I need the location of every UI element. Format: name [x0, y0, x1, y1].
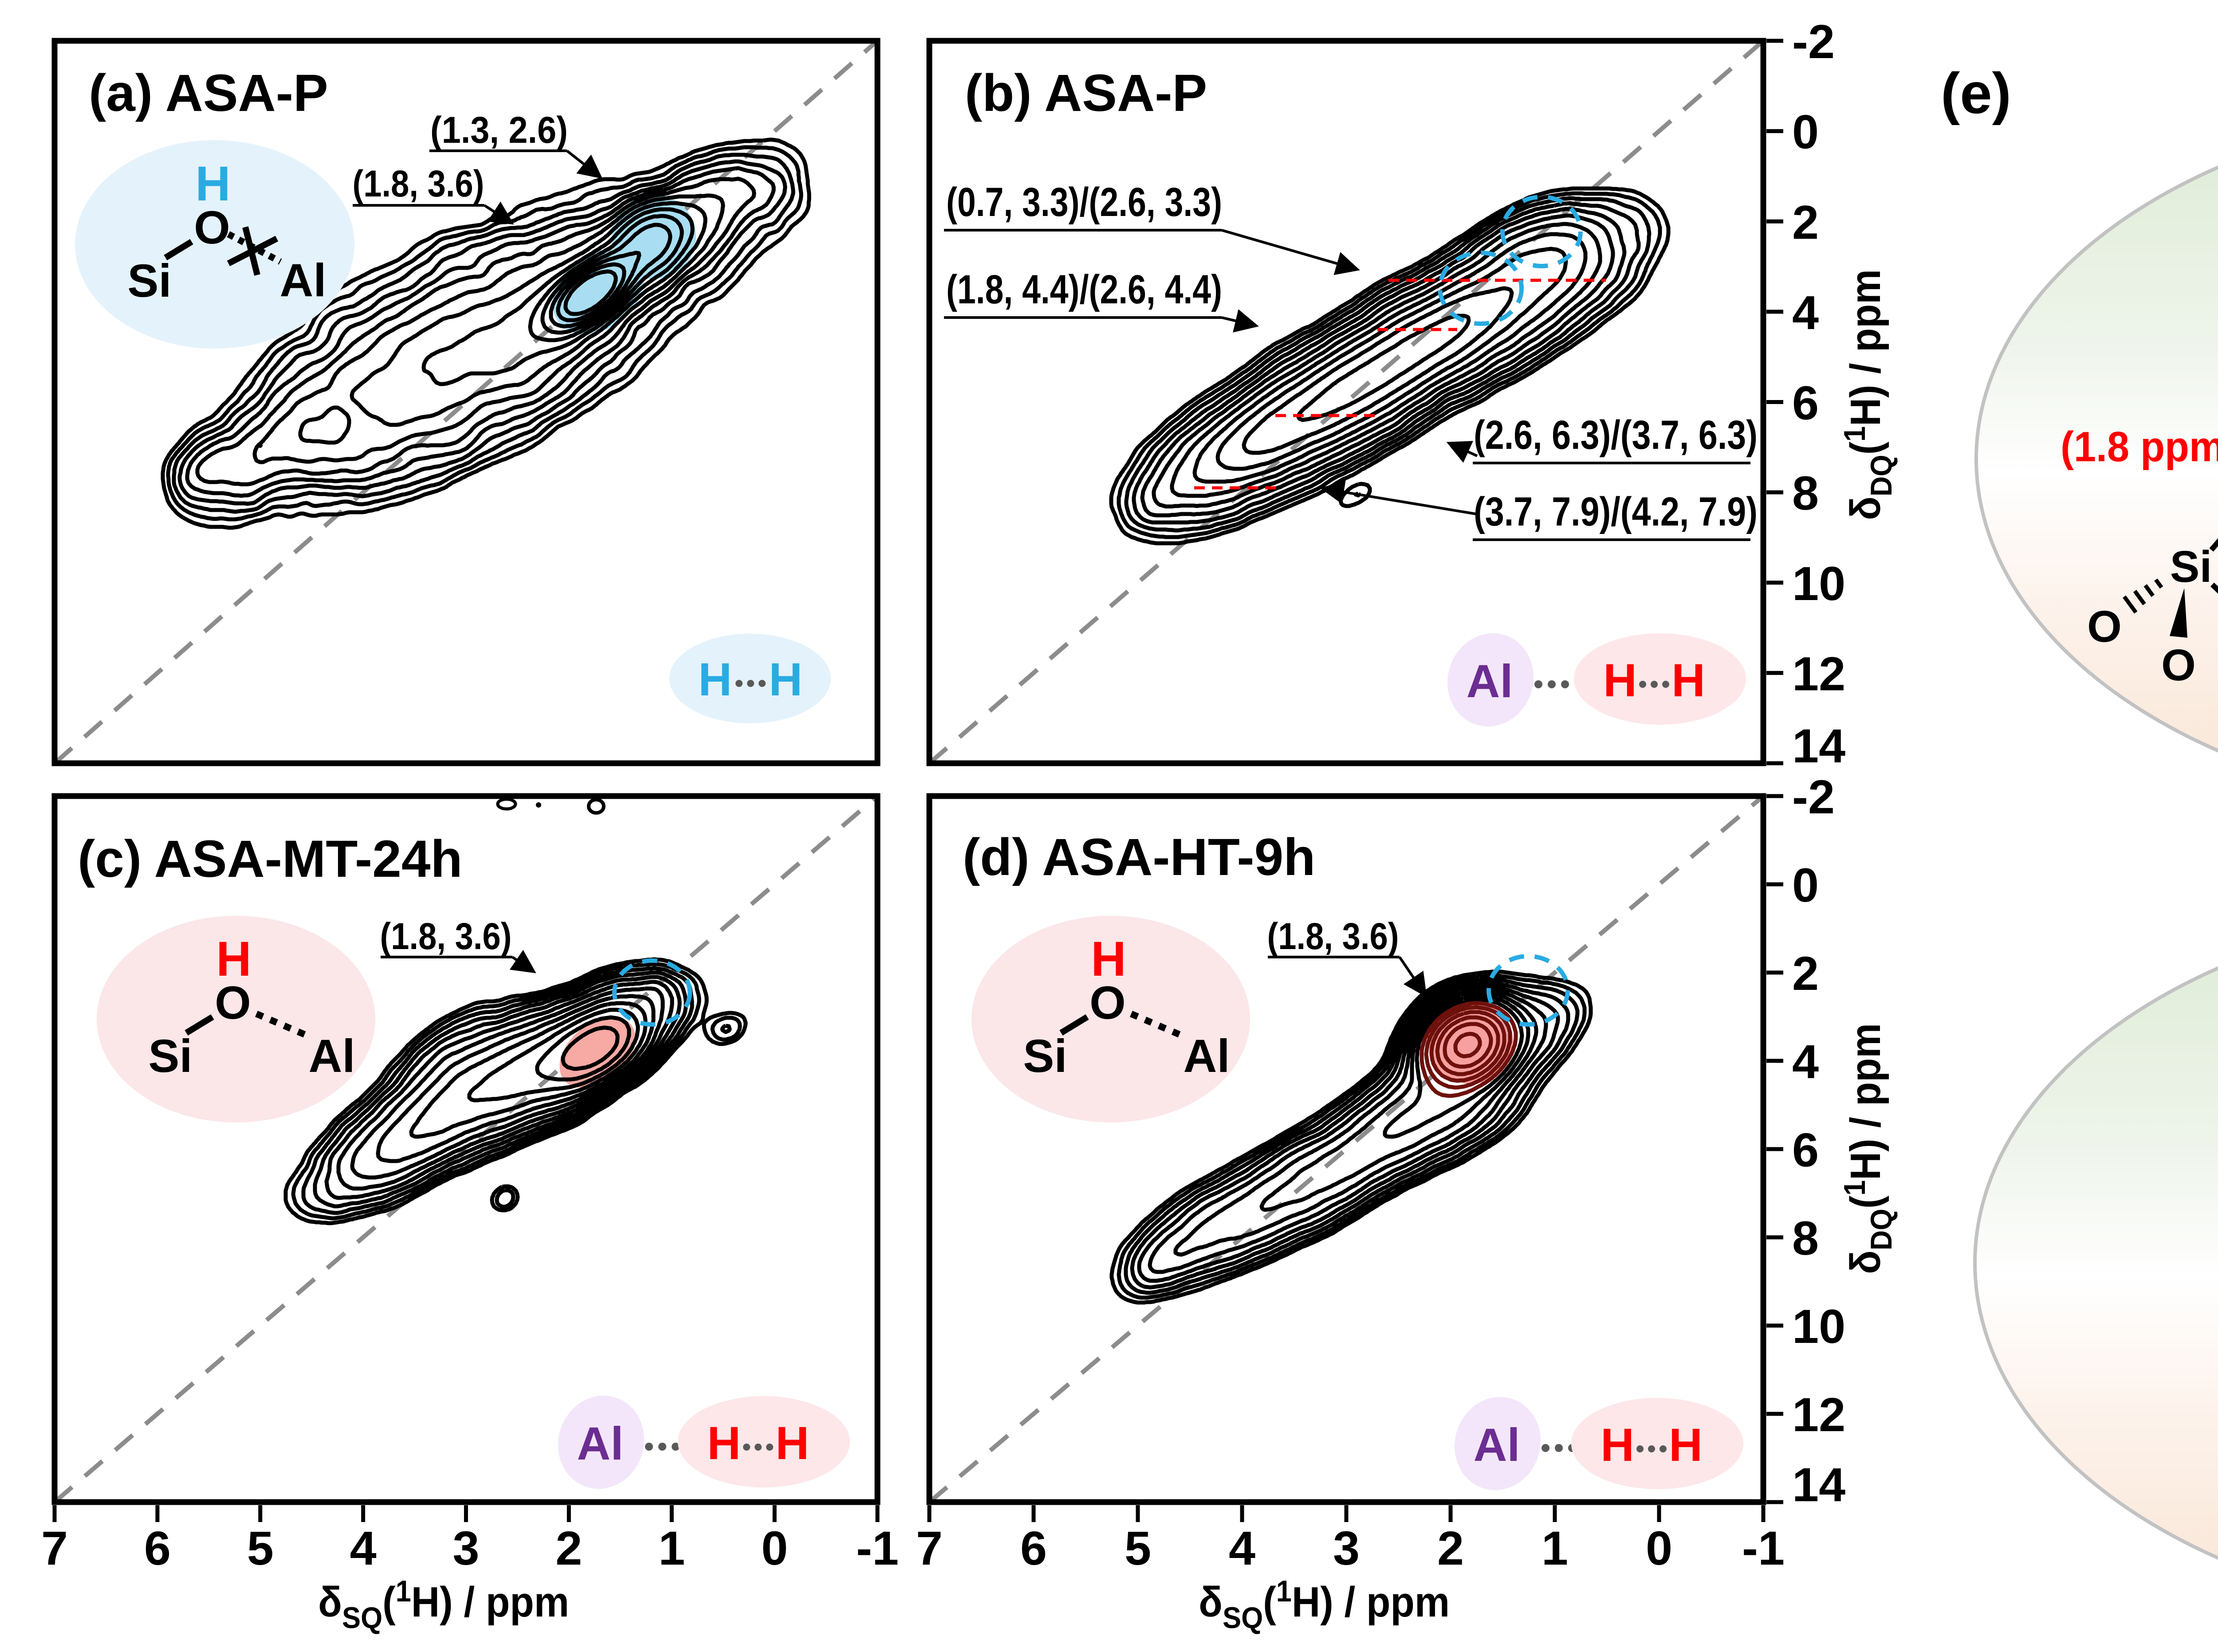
svg-text:-2: -2 [1792, 770, 1835, 824]
svg-text:6: 6 [144, 1521, 171, 1575]
svg-text:4: 4 [1792, 286, 1819, 339]
svg-text:2: 2 [1437, 1521, 1464, 1575]
svg-text:12: 12 [1792, 647, 1845, 700]
svg-text:Si: Si [148, 1030, 192, 1082]
svg-text:H: H [769, 654, 802, 706]
svg-text:(1.3, 2.6): (1.3, 2.6) [430, 109, 568, 151]
svg-text:H: H [1603, 655, 1637, 706]
svg-text:O: O [1089, 977, 1126, 1029]
svg-text:Si: Si [127, 255, 171, 307]
svg-text:H: H [1091, 932, 1126, 986]
svg-text:7: 7 [916, 1521, 943, 1575]
svg-text:14: 14 [1792, 719, 1845, 773]
svg-text:6: 6 [1792, 1123, 1819, 1177]
svg-text:0: 0 [1646, 1521, 1672, 1575]
svg-text:4: 4 [1229, 1521, 1255, 1575]
svg-text:0: 0 [1792, 105, 1819, 159]
svg-text:10: 10 [1792, 557, 1845, 610]
svg-text:4: 4 [1792, 1035, 1819, 1088]
svg-text:1: 1 [1542, 1521, 1568, 1575]
svg-text:H: H [195, 157, 230, 211]
svg-text:-1: -1 [1742, 1521, 1785, 1575]
svg-text:H: H [1671, 655, 1705, 706]
svg-text:(3.7, 7.9)/(4.2, 7.9): (3.7, 7.9)/(4.2, 7.9) [1474, 489, 1758, 534]
svg-text:O: O [2161, 640, 2196, 690]
svg-text:(c) ASA-MT-24h: (c) ASA-MT-24h [78, 830, 463, 888]
svg-text:O: O [215, 977, 251, 1029]
svg-text:(0.7, 3.3)/(2.6, 3.3): (0.7, 3.3)/(2.6, 3.3) [946, 180, 1222, 225]
svg-text:12: 12 [1792, 1388, 1845, 1441]
svg-text:Al: Al [280, 255, 326, 306]
svg-text:7: 7 [41, 1521, 68, 1575]
svg-text:6: 6 [1792, 376, 1819, 430]
svg-text:0: 0 [761, 1521, 788, 1575]
svg-text:(e): (e) [1941, 61, 2011, 126]
svg-text:Al: Al [1474, 1419, 1520, 1471]
svg-text:0: 0 [1792, 858, 1819, 912]
svg-text:O: O [2087, 602, 2122, 651]
svg-text:(2.6, 6.3)/(3.7, 6.3): (2.6, 6.3)/(3.7, 6.3) [1474, 412, 1758, 458]
svg-text:-2: -2 [1792, 15, 1835, 68]
svg-text:-1: -1 [856, 1521, 899, 1575]
svg-text:H: H [707, 1417, 741, 1469]
svg-text:Al: Al [577, 1418, 624, 1470]
svg-text:2: 2 [1792, 946, 1819, 1000]
svg-text:8: 8 [1792, 466, 1819, 520]
svg-text:δSQ(1H) / ppm: δSQ(1H) / ppm [318, 1574, 569, 1635]
svg-text:O: O [194, 202, 230, 254]
svg-text:Si: Si [1023, 1030, 1067, 1082]
svg-text:1: 1 [658, 1521, 685, 1575]
svg-text:H: H [698, 654, 732, 706]
svg-text:(1.8 ppm): (1.8 ppm) [2061, 423, 2218, 471]
svg-text:(1.8, 3.6): (1.8, 3.6) [353, 163, 484, 204]
svg-text:6: 6 [1020, 1521, 1047, 1575]
svg-text:(1.8, 3.6): (1.8, 3.6) [380, 915, 512, 957]
svg-text:2: 2 [555, 1521, 582, 1575]
svg-text:Al: Al [309, 1030, 355, 1082]
svg-text:H: H [775, 1417, 809, 1469]
svg-text:H: H [1669, 1419, 1703, 1471]
svg-text:(1.8, 4.4)/(2.6, 4.4): (1.8, 4.4)/(2.6, 4.4) [946, 267, 1222, 312]
svg-text:(b) ASA-P: (b) ASA-P [965, 64, 1207, 122]
svg-text:2: 2 [1792, 195, 1819, 249]
svg-text:δDQ(1H) / ppm: δDQ(1H) / ppm [1838, 269, 1898, 520]
svg-text:(a) ASA-P: (a) ASA-P [89, 64, 328, 122]
svg-text:10: 10 [1792, 1299, 1845, 1353]
svg-text:(1.8, 3.6): (1.8, 3.6) [1267, 915, 1399, 957]
svg-text:3: 3 [1333, 1521, 1360, 1575]
svg-text:4: 4 [350, 1521, 377, 1575]
svg-text:Al: Al [1467, 655, 1513, 707]
svg-text:14: 14 [1792, 1458, 1845, 1511]
svg-text:Al: Al [1184, 1030, 1230, 1082]
svg-text:Si: Si [2170, 542, 2212, 592]
svg-text:(d) ASA-HT-9h: (d) ASA-HT-9h [963, 828, 1315, 887]
svg-text:H: H [216, 932, 251, 986]
svg-text:3: 3 [452, 1521, 479, 1575]
svg-text:H: H [1601, 1419, 1634, 1471]
svg-text:5: 5 [247, 1521, 274, 1575]
svg-text:5: 5 [1125, 1521, 1151, 1575]
svg-text:8: 8 [1792, 1211, 1819, 1265]
